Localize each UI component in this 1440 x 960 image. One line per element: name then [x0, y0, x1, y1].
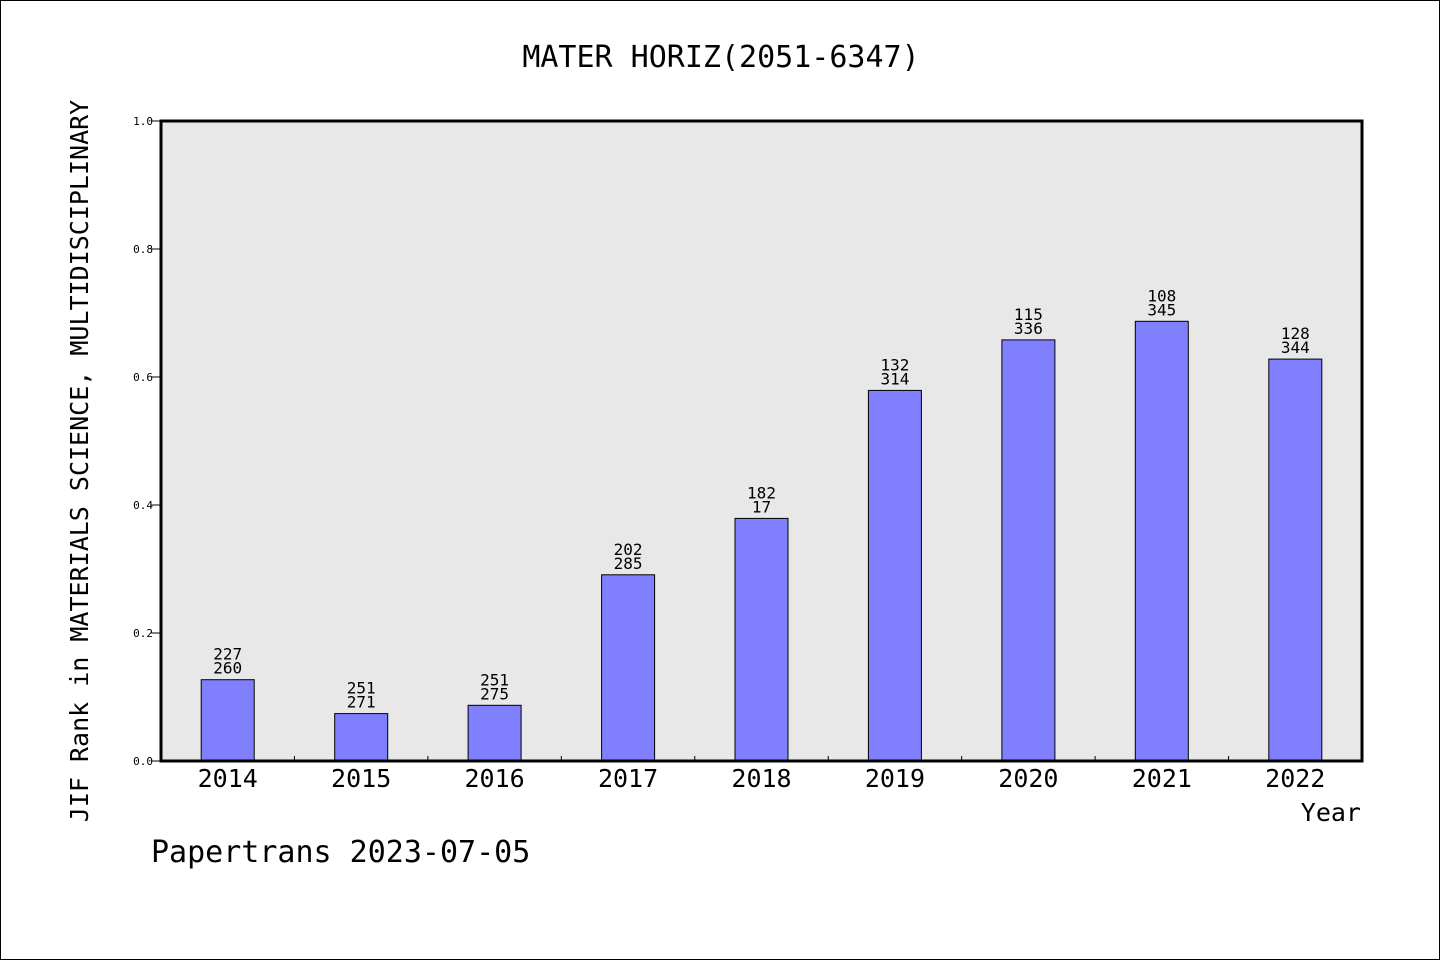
bar-rank-label: 182: [747, 483, 776, 502]
y-tick-label: 0.0: [133, 755, 153, 768]
bar-total-label: 260: [213, 659, 242, 678]
y-tick-label: 0.4: [133, 499, 153, 512]
bar-2018: [734, 517, 789, 762]
y-tick-label: 0.6: [133, 371, 153, 384]
bar-total-label: 336: [1014, 319, 1043, 338]
bar-rank-label: 251: [347, 679, 376, 698]
bar-total-label: 345: [1147, 300, 1176, 319]
y-tick-label: 0.8: [133, 243, 153, 256]
x-tick-label: 2014: [198, 764, 258, 793]
x-tick-label: 2022: [1265, 764, 1325, 793]
bar-rank-label: 202: [614, 540, 643, 559]
bar-total-label: 344: [1281, 338, 1310, 357]
bars-layer: 2272602512712512752022851821713231411533…: [200, 286, 1323, 762]
y-axis-label: JIF Rank in MATERIALS SCIENCE, MULTIDISC…: [65, 100, 94, 822]
x-tick-label: 2020: [998, 764, 1058, 793]
bar-total-label: 275: [480, 684, 509, 703]
x-tick-label: 2021: [1132, 764, 1192, 793]
bar-total-label: 271: [347, 693, 376, 712]
x-tick-label: 2016: [465, 764, 525, 793]
x-axis-label: Year: [1301, 798, 1361, 827]
bar-rank-label: 128: [1281, 324, 1310, 343]
bar-2016: [467, 704, 522, 762]
plot-frame: [159, 119, 1364, 763]
bar-2021: [1134, 320, 1189, 762]
bar-rank-label: 115: [1014, 305, 1043, 324]
bar-rank-label: 132: [880, 355, 909, 374]
bar-2014: [200, 679, 255, 762]
chart-title: MATER HORIZ(2051-6347): [522, 40, 919, 75]
x-axis: 2014 2015 2016 2017 2018 2019 2020 2021 2022: [198, 756, 1325, 793]
bar-rank-label: 251: [480, 670, 509, 689]
y-tick-label: 1.0: [133, 115, 153, 128]
bar-total-label: 285: [614, 554, 643, 573]
y-tick-label: 0.2: [133, 627, 153, 640]
bar-2017: [601, 574, 656, 762]
bar-rank-label: 108: [1147, 286, 1176, 305]
x-tick-label: 2019: [865, 764, 925, 793]
bar-2020: [1001, 339, 1056, 762]
x-tick-label: 2015: [331, 764, 391, 793]
bar-total-label: 17: [752, 497, 771, 516]
bar-total-label: 314: [880, 369, 909, 388]
x-tick-label: 2017: [598, 764, 658, 793]
x-tick-label: 2018: [731, 764, 791, 793]
y-axis: 0.0 0.2 0.4 0.6 0.8 1.0: [133, 115, 161, 768]
bar-rank-label: 227: [213, 645, 242, 664]
footer-text: Papertrans 2023-07-05: [151, 835, 531, 870]
bar-2019: [867, 389, 922, 762]
bar-2015: [334, 713, 389, 762]
bar-2022: [1268, 358, 1323, 762]
